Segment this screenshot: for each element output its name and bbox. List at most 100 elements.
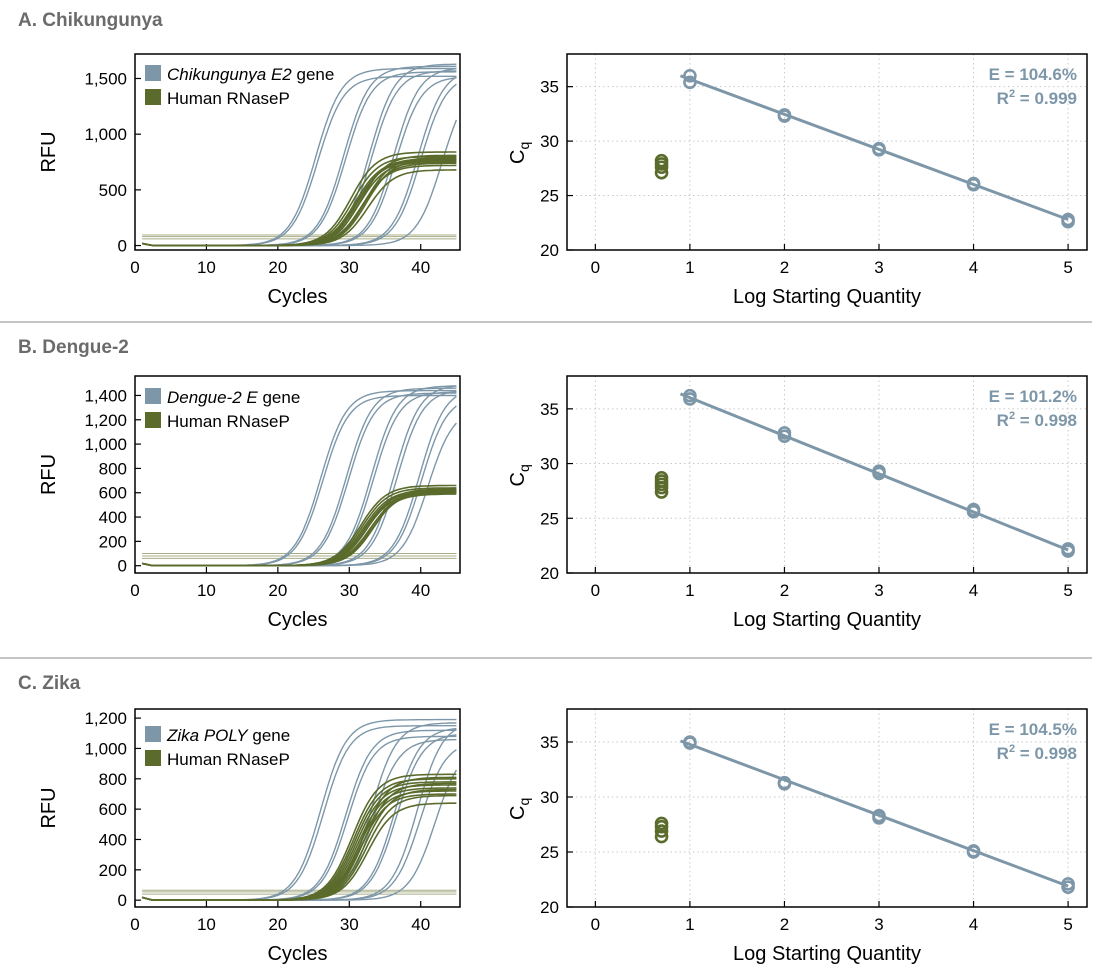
std-y-tick-label: 25	[540, 509, 559, 528]
amp-y-tick-label: 1,000	[84, 435, 127, 454]
amp-y-tick-label: 400	[99, 830, 127, 849]
control-amplification-curve	[141, 489, 457, 567]
target-amplification-curve	[141, 718, 457, 901]
std-y-axis-label: Cq	[507, 142, 532, 164]
amp-y-tick-label: 500	[99, 181, 127, 200]
std-y-tick-label: 20	[540, 564, 559, 583]
std-x-tick-label: 4	[969, 581, 978, 600]
control-amplification-curve	[141, 491, 457, 567]
std-x-tick-label: 3	[874, 915, 883, 934]
std-x-tick-label: 3	[874, 258, 883, 277]
std-target-point	[683, 736, 697, 750]
panel-title-a: A. Chikungunya	[18, 10, 163, 31]
std-x-tick-label: 5	[1063, 915, 1072, 934]
amp-y-tick-label: 1,500	[84, 70, 127, 89]
std-y-tick-label: 30	[540, 132, 559, 151]
std-y-tick-label: 20	[540, 898, 559, 917]
std-control-point	[654, 485, 669, 499]
r-squared-label: R2 = 0.999	[997, 88, 1077, 108]
target-amplification-curve	[141, 119, 458, 247]
control-amplification-curve	[141, 802, 457, 901]
std-x-tick-label: 1	[685, 581, 694, 600]
std-target-point	[872, 466, 886, 481]
legend-label-target: Dengue-2 E gene	[167, 388, 300, 407]
amp-y-tick-label: 600	[99, 800, 127, 819]
amp-y-tick-label: 1,000	[84, 125, 127, 144]
std-control-point	[654, 160, 669, 175]
std-x-tick-label: 1	[685, 258, 694, 277]
control-amplification-curve	[141, 157, 457, 247]
control-amplification-curve	[141, 794, 457, 901]
std-target-point	[1061, 880, 1075, 894]
std-x-axis-label: Log Starting Quantity	[733, 609, 921, 631]
amp-y-axis-label: RFU	[38, 131, 60, 172]
amp-x-tick-label: 40	[411, 915, 430, 934]
std-x-tick-label: 2	[780, 915, 789, 934]
chart-panel-a: 0 10 20 30 4005001,0001,500CyclesRFUChikungu…	[38, 53, 1088, 308]
control-amplification-curve	[141, 492, 457, 567]
std-target-point	[966, 845, 981, 859]
amp-x-tick-label: 30	[340, 915, 359, 934]
std-plot-frame	[566, 53, 1088, 251]
amp-y-tick-label: 1,400	[84, 386, 127, 405]
amp-x-tick-label: 0	[130, 258, 139, 277]
r-squared-label: R2 = 0.998	[997, 410, 1077, 430]
std-target-point	[777, 429, 792, 443]
legend-swatch-control	[145, 750, 161, 766]
std-y-tick-label: 25	[540, 187, 559, 206]
legend-swatch-control	[145, 412, 161, 428]
panel-title-b: B. Dengue-2	[18, 337, 129, 358]
control-amplification-curve	[141, 169, 457, 247]
amp-x-tick-label: 20	[268, 915, 287, 934]
std-x-axis-label: Log Starting Quantity	[733, 286, 921, 308]
std-control-point	[654, 165, 669, 180]
legend-label-control: Human RNaseP	[167, 750, 290, 769]
efficiency-label: E = 101.2%	[989, 387, 1077, 406]
std-x-tick-label: 4	[969, 258, 978, 277]
amp-y-axis-label: RFU	[38, 787, 60, 828]
std-plot-frame	[566, 708, 1088, 908]
std-y-tick-label: 30	[540, 455, 559, 474]
std-y-tick-label: 35	[540, 78, 559, 97]
std-target-point	[683, 392, 697, 406]
amp-y-axis-label: RFU	[38, 454, 60, 495]
amp-plot-frame	[134, 375, 461, 574]
section-divider	[0, 657, 1092, 659]
std-x-tick-label: 4	[969, 915, 978, 934]
std-target-point	[777, 109, 792, 123]
std-x-tick-label: 1	[685, 915, 694, 934]
amp-x-axis-label: Cycles	[267, 943, 327, 965]
amp-y-tick-label: 0	[118, 891, 127, 910]
amp-x-tick-label: 30	[340, 581, 359, 600]
amp-x-tick-label: 0	[130, 915, 139, 934]
efficiency-label: E = 104.6%	[989, 65, 1077, 84]
amp-x-tick-label: 20	[268, 258, 287, 277]
std-y-axis-label: Cq	[507, 798, 532, 820]
control-amplification-curve	[141, 155, 457, 247]
std-y-tick-label: 30	[540, 788, 559, 807]
legend-label-control: Human RNaseP	[167, 89, 290, 108]
amp-x-axis-label: Cycles	[267, 609, 327, 631]
control-amplification-curve	[141, 488, 457, 567]
amp-x-tick-label: 10	[197, 581, 216, 600]
amp-y-tick-label: 0	[118, 557, 127, 576]
amp-y-tick-label: 400	[99, 508, 127, 527]
std-target-point	[966, 504, 981, 519]
efficiency-label: E = 104.5%	[989, 720, 1077, 739]
r-squared-label: R2 = 0.998	[997, 743, 1077, 763]
amp-x-tick-label: 10	[197, 915, 216, 934]
amp-y-tick-label: 1,200	[84, 709, 127, 728]
std-control-point	[654, 480, 669, 495]
std-target-point	[1061, 214, 1075, 229]
amp-y-tick-label: 200	[99, 532, 127, 551]
std-target-point	[966, 177, 981, 192]
std-x-tick-label: 5	[1063, 258, 1072, 277]
control-amplification-curve	[141, 490, 457, 567]
std-x-tick-label: 3	[874, 581, 883, 600]
std-y-tick-label: 35	[540, 733, 559, 752]
amp-y-tick-label: 800	[99, 459, 127, 478]
std-y-tick-label: 25	[540, 843, 559, 862]
amp-y-tick-label: 1,000	[84, 739, 127, 758]
legend-swatch-control	[145, 89, 161, 105]
std-y-tick-label: 20	[540, 241, 559, 260]
